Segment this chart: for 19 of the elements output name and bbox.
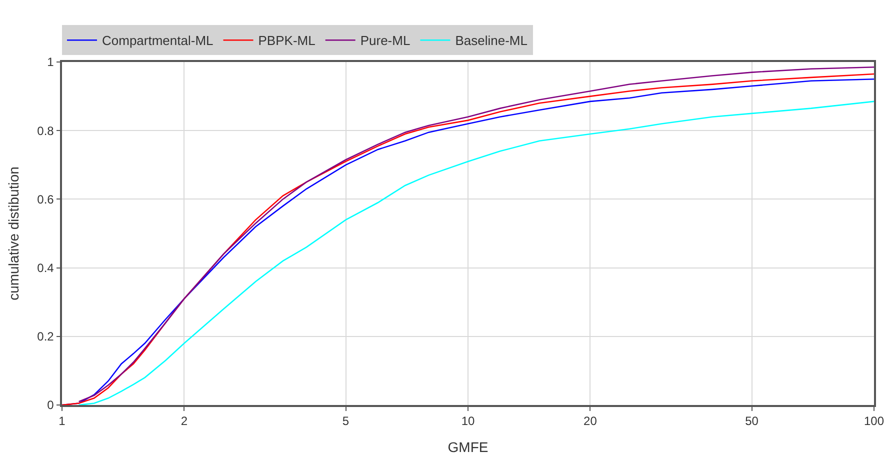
x-tick-label: 5 [342,414,350,428]
x-axis-title: GMFE [448,438,488,455]
x-tick-label: 50 [745,414,759,428]
x-tick-label: 1 [58,414,66,428]
legend-label: Pure-ML [360,33,410,48]
legend-label: Baseline-ML [455,33,528,48]
x-tick-label: 100 [864,414,884,428]
x-tick-label: 20 [584,414,598,428]
x-tick-label: 2 [180,414,188,428]
y-tick-label: 0.4 [37,261,54,275]
legend-label: PBPK-ML [258,33,316,48]
y-tick-label: 0.2 [37,330,54,344]
x-tick-label: 10 [461,414,475,428]
y-tick-label: 0 [47,398,54,412]
legend-label: Compartmental-ML [102,33,214,48]
y-tick-label: 0.6 [37,192,54,206]
y-tick-label: 0.8 [37,124,54,138]
y-axis-title: cumulative distibution [5,166,22,300]
y-tick-label: 1 [47,55,54,70]
